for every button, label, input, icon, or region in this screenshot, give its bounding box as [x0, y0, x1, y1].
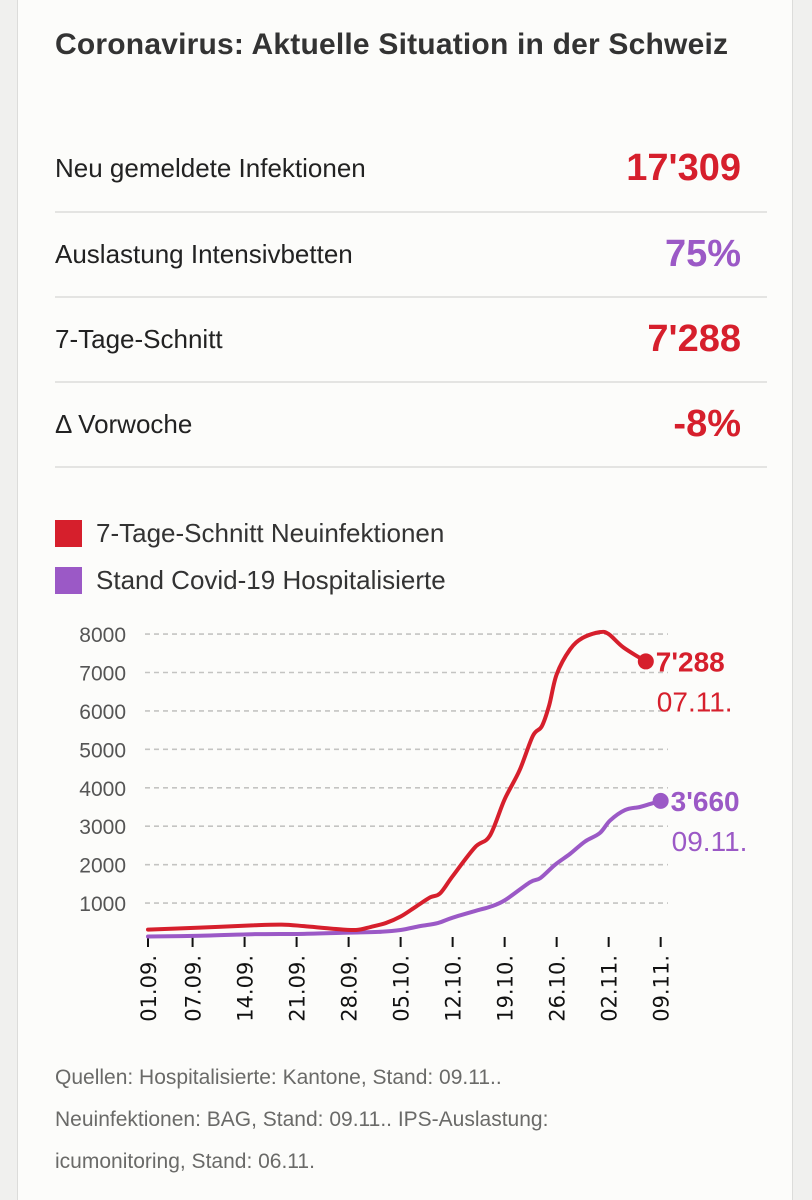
stat-row-week-change: Δ Vorwoche -8%	[55, 383, 767, 468]
x-tick-label: 05.10.	[390, 955, 414, 1022]
y-tick-label: 6000	[79, 701, 126, 724]
end-value-label: 3'660	[671, 786, 740, 817]
x-tick-label: 02.11.	[598, 955, 622, 1022]
legend-swatch-red	[55, 520, 82, 547]
stat-value: 7'288	[647, 318, 741, 360]
y-tick-label: 2000	[79, 855, 126, 878]
series-line-hospitalized	[146, 798, 663, 939]
end-date-label: 09.11.	[672, 826, 748, 857]
stats-table: Neu gemeldete Infektionen 17'309 Auslast…	[55, 126, 767, 468]
x-tick-label: 09.11.	[650, 955, 674, 1022]
legend-label: 7-Tage-Schnitt Neuinfektionen	[96, 518, 445, 548]
y-tick-label: 8000	[79, 624, 126, 647]
end-date-label: 07.11.	[657, 686, 733, 717]
x-tick-label: 21.09.	[286, 955, 310, 1022]
end-point-hospitalized	[652, 792, 669, 809]
stat-row-7-day-average: 7-Tage-Schnitt 7'288	[55, 298, 767, 383]
legend-label: Stand Covid-19 Hospitalisierte	[96, 565, 446, 595]
x-tick-label: 14.09.	[234, 955, 258, 1022]
x-tick-label: 01.09.	[137, 955, 161, 1022]
y-tick-label: 3000	[79, 816, 126, 839]
x-tick-label: 19.10.	[494, 955, 518, 1022]
y-tick-label: 5000	[79, 739, 126, 762]
x-tick-label: 28.09.	[338, 955, 362, 1022]
y-tick-label: 4000	[79, 778, 126, 801]
stat-label: Auslastung Intensivbetten	[55, 239, 353, 269]
stat-value: 75%	[664, 233, 741, 275]
series-line-infections	[146, 629, 648, 933]
stat-row-icu-utilization: Auslastung Intensivbetten 75%	[55, 213, 767, 298]
y-tick-label: 1000	[79, 893, 126, 916]
x-tick-label: 12.10.	[442, 955, 466, 1022]
x-tick-label: 07.09.	[182, 955, 206, 1022]
y-tick-label: 7000	[79, 662, 126, 685]
end-point-infections	[637, 653, 654, 670]
legend-item-infections: 7-Tage-Schnitt Neuinfektionen	[55, 510, 446, 557]
footer-line: Neuinfektionen: BAG, Stand: 09.11.. IPS-…	[55, 1108, 549, 1131]
stat-label: 7-Tage-Schnitt	[55, 324, 223, 354]
x-tick-label: 26.10.	[546, 955, 570, 1022]
stat-label: Δ Vorwoche	[55, 409, 193, 439]
footer-line: Quellen: Hospitalisierte: Kantone, Stand…	[55, 1066, 502, 1089]
covid-card: Coronavirus: Aktuelle Situation in der S…	[17, 0, 793, 1200]
chart-legend: 7-Tage-Schnitt Neuinfektionen Stand Covi…	[55, 510, 446, 604]
line-chart: 1000 2000 3000 4000 5000 6000 7000 8000 01.09. 07…	[79, 624, 748, 1022]
footer-line: icumonitoring, Stand: 06.11.	[55, 1150, 315, 1173]
legend-item-hospitalized: Stand Covid-19 Hospitalisierte	[55, 557, 446, 604]
end-value-label: 7'288	[656, 646, 725, 677]
stat-row-new-infections: Neu gemeldete Infektionen 17'309	[55, 126, 767, 213]
stat-value: 17'309	[626, 147, 741, 189]
stat-value: -8%	[673, 403, 741, 445]
stat-label: Neu gemeldete Infektionen	[55, 153, 366, 183]
page-title: Coronavirus: Aktuelle Situation in der S…	[55, 28, 729, 61]
legend-swatch-purple	[55, 567, 82, 594]
sources-footer: Quellen: Hospitalisierte: Kantone, Stand…	[55, 1057, 755, 1183]
